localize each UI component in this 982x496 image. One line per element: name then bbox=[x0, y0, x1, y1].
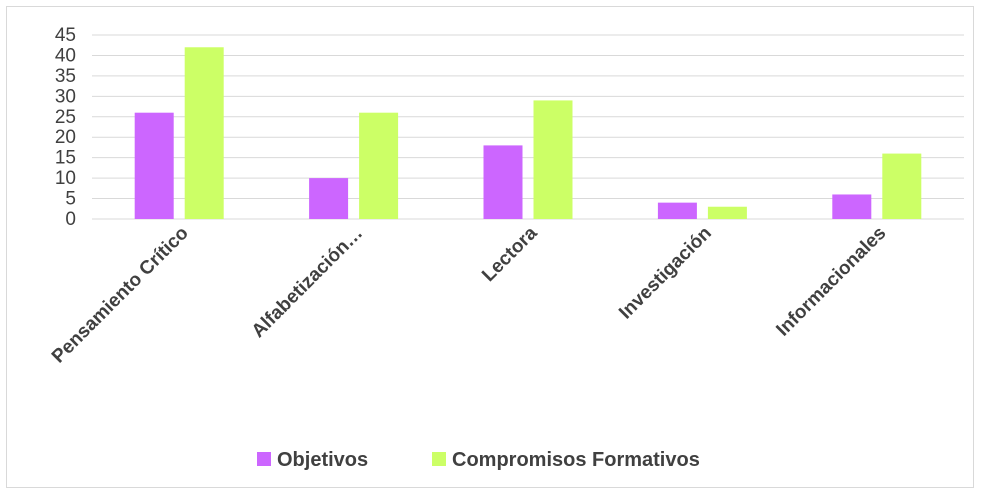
legend-swatch-0 bbox=[257, 452, 271, 466]
legend-swatch-1 bbox=[432, 452, 446, 466]
y-tick-label: 25 bbox=[55, 107, 76, 128]
y-tick-label: 20 bbox=[55, 127, 76, 148]
x-category-label: Lectora bbox=[478, 222, 542, 286]
bars bbox=[134, 47, 922, 220]
bar-objetivos-3 bbox=[657, 202, 697, 219]
x-axis-labels: Pensamiento Crítico Alfabetización… Lector… bbox=[48, 222, 890, 367]
y-tick-label: 30 bbox=[55, 86, 76, 107]
bar-objetivos-4 bbox=[832, 194, 872, 219]
y-tick-label: 10 bbox=[55, 168, 76, 189]
bar-objetivos-0 bbox=[134, 112, 174, 219]
legend: Objetivos Compromisos Formativos bbox=[257, 449, 700, 471]
bar-compromisos-3 bbox=[707, 206, 747, 219]
x-category-label: Pensamiento Crítico bbox=[48, 223, 193, 368]
y-tick-label: 5 bbox=[65, 189, 76, 210]
bar-compromisos-0 bbox=[184, 47, 224, 220]
x-category-label: Informacionales bbox=[772, 223, 890, 341]
x-category-label: Alfabetización… bbox=[248, 223, 367, 342]
gridlines bbox=[92, 34, 964, 220]
y-tick-label: 45 bbox=[55, 25, 76, 46]
bar-compromisos-4 bbox=[882, 153, 922, 219]
bar-compromisos-1 bbox=[359, 112, 399, 219]
y-tick-label: 15 bbox=[55, 148, 76, 169]
x-category-label: Investigación bbox=[615, 223, 716, 324]
y-tick-label: 40 bbox=[55, 45, 76, 66]
y-tick-label: 0 bbox=[65, 209, 76, 230]
legend-label-0: Objetivos bbox=[277, 449, 368, 471]
bar-objetivos-1 bbox=[309, 178, 349, 219]
bar-objetivos-2 bbox=[483, 145, 523, 219]
bar-compromisos-2 bbox=[533, 100, 573, 219]
legend-label-1: Compromisos Formativos bbox=[452, 449, 700, 471]
y-tick-label: 35 bbox=[55, 66, 76, 87]
chart-frame bbox=[6, 6, 974, 488]
